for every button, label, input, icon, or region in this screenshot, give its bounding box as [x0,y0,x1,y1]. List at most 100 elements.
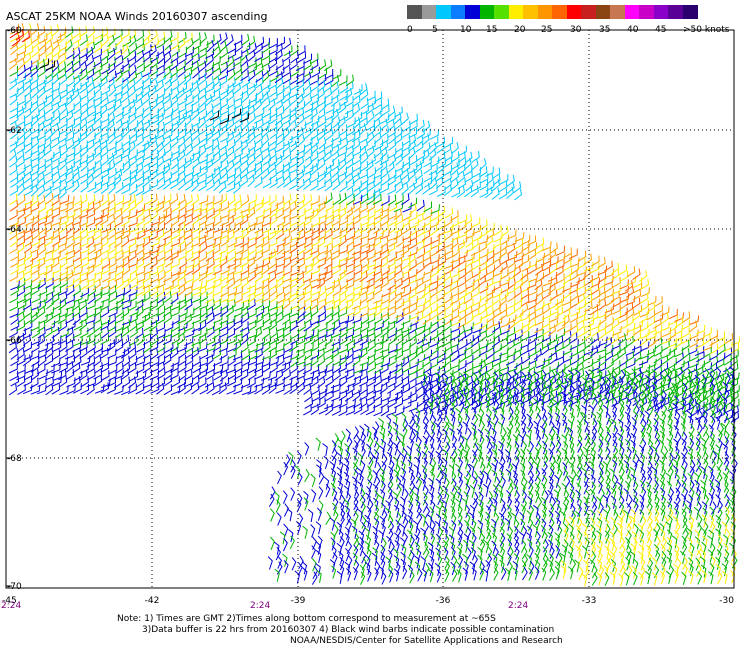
wind-barb [31,23,40,35]
wind-barb [30,243,40,254]
wind-barb [254,342,264,353]
wind-barb [276,355,285,367]
wind-barb [381,391,391,402]
wind-barb [16,370,26,381]
wind-barb [148,134,157,147]
wind-barb [30,164,40,177]
wind-barb [338,354,347,367]
wind-barb [30,384,41,395]
wind-barb [163,384,173,396]
wind-barb [513,483,519,497]
wind-barb [414,422,420,436]
wind-barb [51,122,60,136]
wind-barb [127,78,136,91]
wind-barb [456,171,465,184]
wind-barb [303,127,312,140]
wind-barb [492,179,501,192]
wind-barb [10,127,19,140]
wind-barb [192,32,201,44]
wind-barb [262,313,271,325]
wind-barb [372,369,382,381]
wind-barb [183,157,192,169]
wind-barb [36,130,46,141]
wind-barb [589,303,599,316]
wind-barb [114,119,123,132]
wind-barb [689,320,698,333]
wind-barb [296,257,306,270]
wind-barb [443,184,452,196]
wind-barb [392,428,399,442]
wind-barb [668,308,678,320]
wind-barb [310,272,321,283]
wind-barb [183,88,192,101]
wind-barb [366,90,376,102]
wind-barb [339,180,348,193]
wind-barb-map[interactable]: -60-62-64-66-68-70-45 -42 -39 -36 -33 -302:24… [0,0,740,610]
wind-barb [142,202,153,213]
wind-barb [310,59,319,71]
wind-barb [379,154,389,166]
wind-barb [269,127,278,140]
wind-barb [100,286,111,297]
wind-barb [44,157,53,170]
wind-barb [317,334,327,346]
wind-barb [416,226,425,238]
wind-barb [323,87,332,100]
wind-barb [345,109,354,122]
wind-barb [156,347,165,359]
wind-barb [141,72,150,85]
wind-barb [121,334,130,347]
wind-barb [177,136,186,149]
wind-barb [162,328,173,339]
wind-barb [66,75,75,88]
wind-barb [143,106,152,119]
wind-barb [66,209,76,220]
wind-barb [43,144,52,157]
wind-barb [366,271,376,283]
wind-barb [107,207,116,219]
wind-barb [136,293,146,304]
wind-barb [213,369,223,381]
wind-barb [282,113,292,125]
wind-barb [360,97,369,110]
wind-barb [331,171,340,184]
wind-barb [164,342,174,353]
wind-barb [388,355,397,367]
wind-barb [136,113,144,126]
wind-barb [141,36,150,48]
wind-barb [373,284,382,296]
wind-barb [241,285,251,296]
wind-barb [79,251,90,262]
wind-barb [374,160,383,173]
wind-barb [72,180,80,193]
wind-barb [23,375,33,387]
wind-barb [143,320,153,332]
wind-barb [332,355,342,367]
wind-barb [38,265,48,276]
wind-barb [227,105,236,117]
wind-barb [44,88,54,100]
wind-barb [51,314,61,325]
wind-barb [274,568,280,582]
wind-barb [52,45,61,58]
wind-barb [79,193,88,206]
wind-barb [204,376,214,388]
wind-barb [94,133,103,145]
wind-barb [135,107,144,119]
wind-barb [254,280,264,291]
wind-barb [548,433,554,447]
wind-barb [80,159,89,172]
wind-barb [310,305,319,318]
wind-barb [499,240,508,253]
wind-barb [142,119,151,132]
wind-barb [129,184,138,196]
wind-barb [247,57,257,68]
wind-barb [206,103,214,116]
wind-barb [311,391,321,402]
wind-barb [408,329,417,342]
wind-barb [135,80,144,92]
wind-barb [324,179,333,192]
wind-barb [442,397,452,410]
wind-barb [324,192,333,205]
wind-barb [387,112,396,124]
